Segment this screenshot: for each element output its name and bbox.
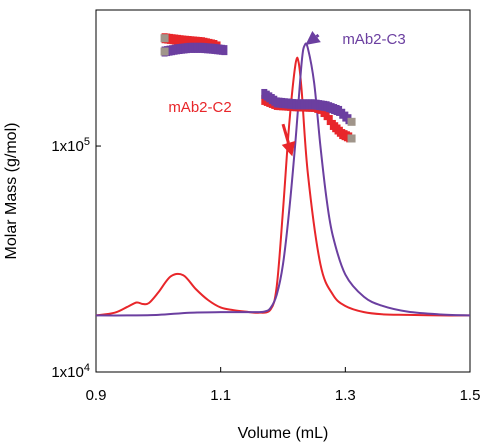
annotation-arrow	[315, 33, 320, 38]
annotation-arrowhead	[305, 30, 321, 46]
molar-mass-endpoint	[347, 134, 356, 143]
molar-mass-point	[221, 45, 228, 56]
trace-mab2-c3	[95, 42, 471, 317]
molar-mass-markers	[160, 33, 356, 143]
y-tick-label: 1x105	[51, 136, 90, 155]
molar-mass-endpoint	[347, 117, 356, 126]
annotation-arrowhead	[281, 140, 296, 157]
annotation-label: mAb2-C3	[342, 31, 405, 48]
molar-mass-point	[342, 111, 349, 122]
molar-mass-point	[323, 110, 330, 121]
annotation-label: mAb2-C2	[168, 99, 231, 116]
molar-mass-point	[326, 115, 333, 126]
plot-frame	[95, 9, 471, 373]
molar-mass-point	[336, 105, 343, 116]
x-tick-label: 1.1	[210, 387, 231, 404]
annotations: mAb2-C2 mAb2-C3	[168, 30, 406, 157]
x-tick-label: 0.9	[86, 387, 107, 404]
x-tick-label: 1.5	[460, 387, 481, 404]
axis-ticks: 0.9 1.1 1.3 1.5 1x104 1x105	[51, 136, 480, 404]
detector-traces	[95, 42, 471, 317]
trace-mab2-c2	[95, 56, 471, 317]
molar-mass-point	[339, 108, 346, 119]
molar-mass-endpoint	[160, 34, 169, 43]
molar-mass-endpoint	[160, 47, 169, 56]
x-axis-title: Volume (mL)	[238, 425, 329, 442]
annotation-arrow	[281, 123, 290, 144]
y-axis-title: Molar Mass (g/mol)	[3, 123, 20, 260]
x-tick-label: 1.3	[335, 387, 356, 404]
molar-mass-point	[320, 107, 327, 118]
y-tick-label: 1x104	[51, 362, 90, 381]
